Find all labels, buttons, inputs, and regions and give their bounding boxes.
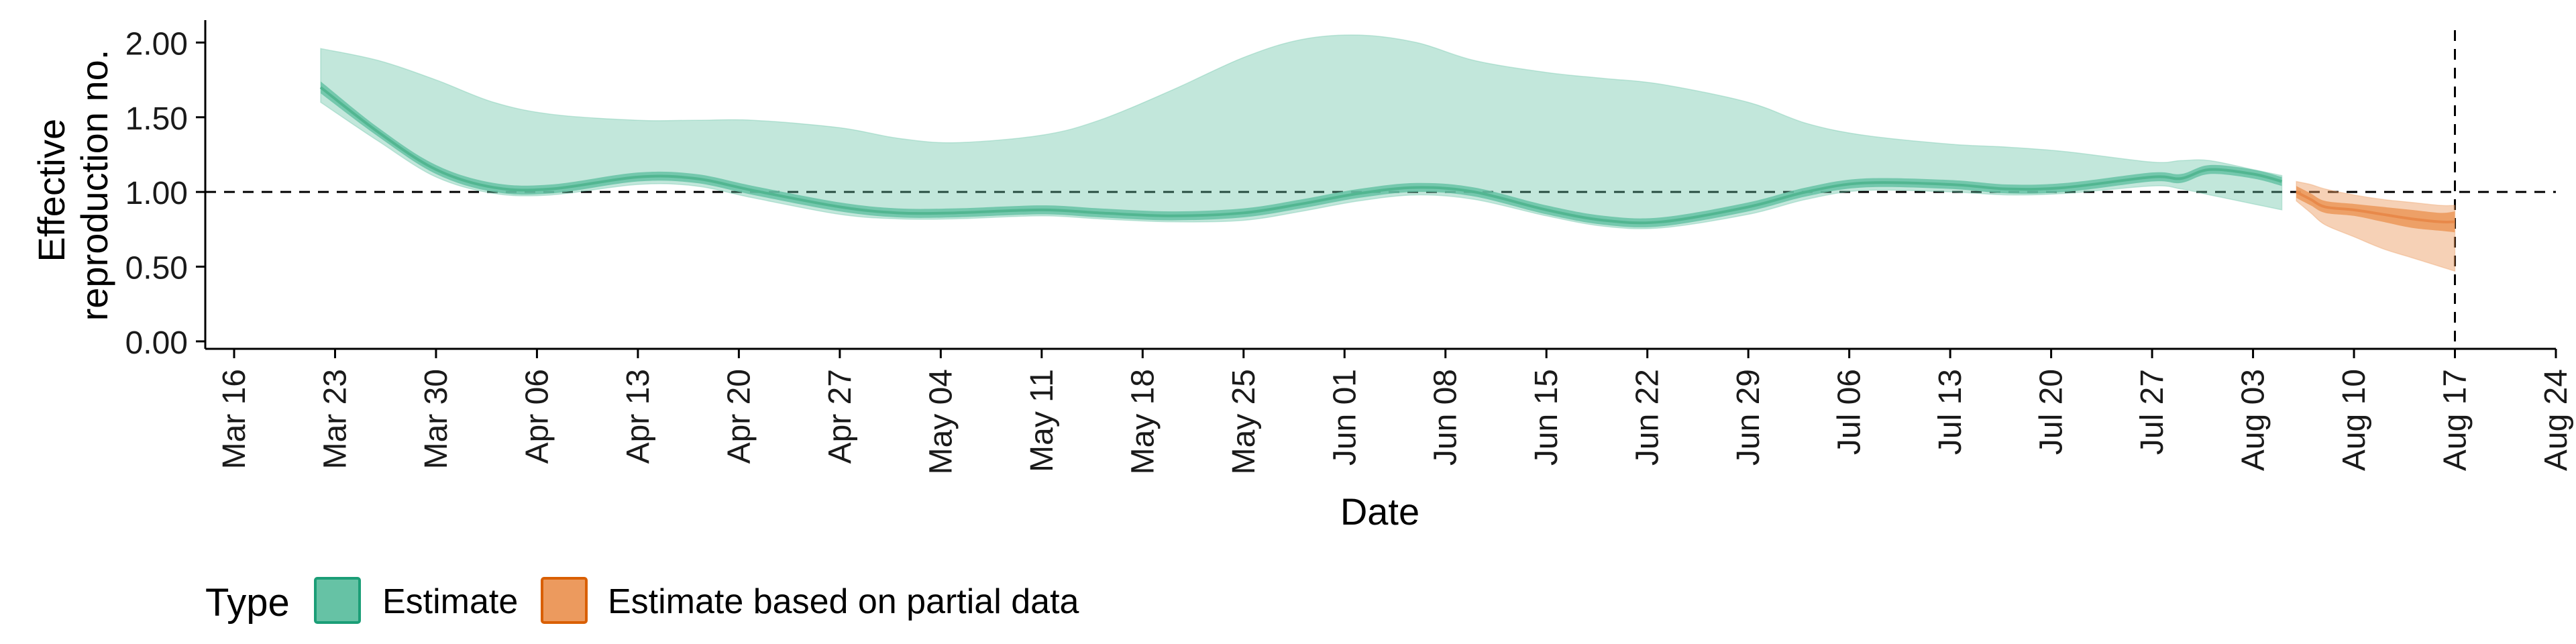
y-tick-label: 2.00 bbox=[125, 26, 188, 62]
y-axis-title-line-2: reproduction no. bbox=[73, 50, 115, 321]
x-tick-label: Jun 15 bbox=[1529, 369, 1564, 466]
x-tick-label: Aug 17 bbox=[2438, 369, 2473, 471]
x-tick-label: May 04 bbox=[923, 369, 959, 474]
y-tick-label: 1.50 bbox=[125, 101, 188, 137]
y-axis-title: Effective reproduction no. bbox=[30, 50, 115, 321]
y-tick-label: 0.00 bbox=[125, 325, 188, 361]
x-tick-label: Apr 06 bbox=[519, 369, 555, 464]
x-axis-title: Date bbox=[1340, 490, 1419, 533]
x-tick-label: Jun 01 bbox=[1327, 369, 1362, 466]
legend-label-partial: Estimate based on partial data bbox=[608, 582, 1079, 621]
x-tick-label: May 18 bbox=[1125, 369, 1161, 474]
x-tick-label: Apr 20 bbox=[721, 369, 757, 464]
x-tick-label: Jul 20 bbox=[2034, 369, 2070, 455]
x-tick-label: Apr 13 bbox=[621, 369, 656, 464]
y-tick-label: 1.00 bbox=[125, 176, 188, 211]
legend-title: Type bbox=[205, 581, 290, 625]
x-tick-label: May 25 bbox=[1226, 369, 1262, 474]
x-tick-label: Jun 08 bbox=[1428, 369, 1464, 466]
x-tick-label: Aug 03 bbox=[2236, 369, 2271, 471]
x-ticks: Mar 16 Mar 23 Mar 30 Apr 06 Apr 13 Apr 20 Apr … bbox=[217, 349, 2574, 474]
y-ticks: 0.00 0.50 1.00 1.50 2.00 bbox=[125, 26, 205, 361]
x-tick-label: Jul 06 bbox=[1832, 369, 1868, 455]
legend-label-estimate: Estimate bbox=[382, 582, 518, 621]
x-tick-label: Mar 23 bbox=[317, 369, 353, 469]
x-tick-label: Mar 16 bbox=[217, 369, 252, 469]
median-line-estimate bbox=[319, 86, 2283, 225]
plot-area bbox=[205, 30, 2556, 349]
x-tick-label: Apr 27 bbox=[822, 369, 858, 464]
x-tick-label: Jun 22 bbox=[1630, 369, 1666, 466]
y-tick-label: 0.50 bbox=[125, 251, 188, 286]
x-tick-label: Aug 24 bbox=[2538, 369, 2574, 471]
ribbon-inner-partial bbox=[2296, 186, 2455, 233]
x-tick-label: Aug 10 bbox=[2337, 369, 2372, 471]
y-axis-title-line-1: Effective bbox=[30, 119, 72, 262]
x-tick-label: May 11 bbox=[1024, 369, 1060, 472]
median-line-partial bbox=[2296, 191, 2455, 224]
x-tick-label: Jul 27 bbox=[2135, 369, 2170, 455]
x-tick-label: Jul 13 bbox=[1933, 369, 1968, 455]
legend-swatch-estimate bbox=[314, 577, 361, 624]
axes bbox=[204, 20, 2556, 350]
x-tick-label: Mar 30 bbox=[419, 369, 454, 469]
ribbon-outer-estimate bbox=[320, 34, 2283, 229]
legend: Type Estimate Estimate based on partial … bbox=[205, 577, 1079, 625]
x-tick-label: Jun 29 bbox=[1731, 369, 1766, 466]
legend-swatch-partial bbox=[541, 577, 588, 624]
